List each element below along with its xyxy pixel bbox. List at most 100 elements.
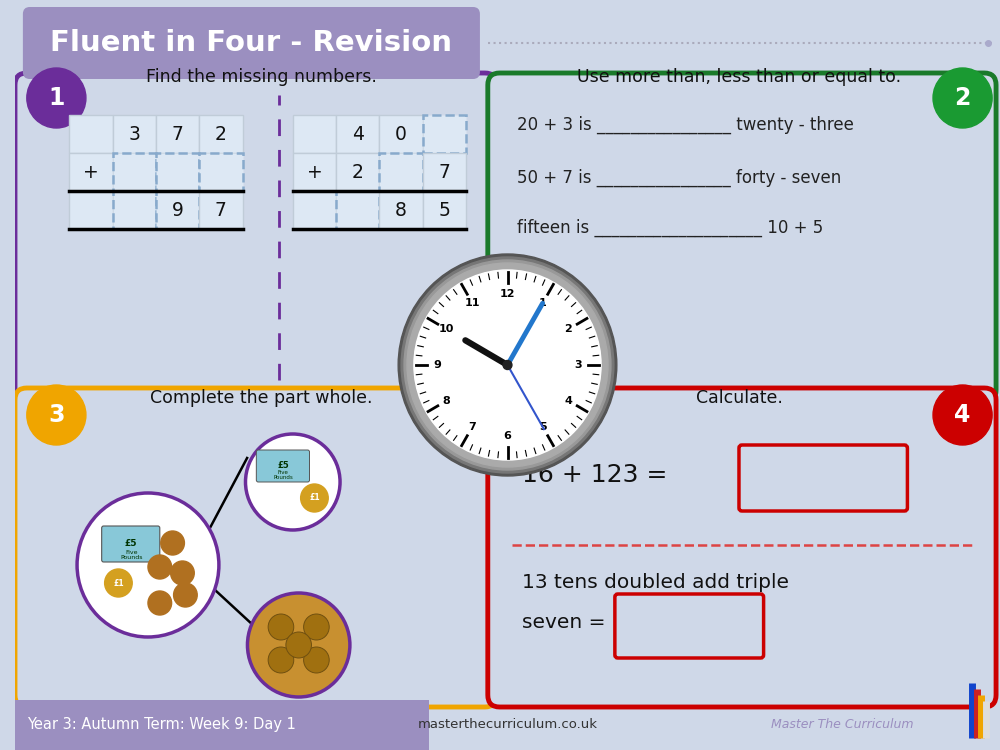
FancyBboxPatch shape [23, 7, 480, 79]
Text: masterthecurriculum.co.uk: masterthecurriculum.co.uk [418, 718, 598, 731]
Bar [379, 191, 423, 229]
Text: £5: £5 [277, 461, 289, 470]
Text: £1: £1 [309, 494, 320, 502]
Text: seven =: seven = [522, 613, 606, 632]
Bar [379, 115, 423, 153]
Text: 13 tens doubled add triple: 13 tens doubled add triple [522, 572, 789, 592]
Text: 2: 2 [564, 324, 572, 334]
Circle shape [401, 257, 614, 473]
Circle shape [301, 484, 328, 512]
Bar [69, 153, 113, 191]
Bar [336, 153, 379, 191]
Circle shape [286, 632, 311, 658]
Text: 1: 1 [48, 86, 65, 110]
Text: £5: £5 [125, 539, 137, 548]
FancyBboxPatch shape [488, 388, 996, 707]
Text: 3: 3 [48, 403, 65, 427]
Bar [336, 191, 379, 229]
Circle shape [398, 254, 617, 476]
Bar [69, 115, 113, 153]
Text: 0: 0 [395, 124, 407, 143]
Text: 16 + 123 =: 16 + 123 = [522, 463, 668, 487]
Bar [69, 191, 113, 229]
Circle shape [27, 68, 86, 128]
Bar [293, 115, 336, 153]
Text: 6: 6 [504, 431, 511, 441]
Bar [156, 153, 199, 191]
Text: Five
Pounds: Five Pounds [120, 550, 142, 560]
Circle shape [304, 647, 329, 673]
Bar [113, 115, 156, 153]
Bar [199, 115, 243, 153]
Text: 7: 7 [469, 422, 476, 432]
Circle shape [304, 614, 329, 640]
Text: 5: 5 [539, 422, 546, 432]
FancyBboxPatch shape [15, 388, 497, 707]
FancyBboxPatch shape [488, 73, 996, 402]
Circle shape [414, 270, 601, 460]
Circle shape [245, 434, 340, 530]
Text: 4: 4 [954, 403, 971, 427]
Text: 9: 9 [172, 200, 183, 220]
Text: 7: 7 [215, 200, 227, 220]
Text: 20 + 3 is ________________ twenty - three: 20 + 3 is ________________ twenty - thre… [517, 116, 854, 134]
Circle shape [27, 385, 86, 445]
Text: 3: 3 [574, 360, 581, 370]
Text: Find the missing numbers.: Find the missing numbers. [146, 68, 377, 86]
Bar [336, 115, 379, 153]
Text: 11: 11 [465, 298, 480, 308]
Text: +: + [83, 163, 99, 182]
Text: 5: 5 [439, 200, 450, 220]
Text: +: + [307, 163, 322, 182]
Text: 8: 8 [443, 395, 451, 406]
Bar [423, 153, 466, 191]
Text: 2: 2 [352, 163, 364, 182]
Text: Five
Pounds: Five Pounds [273, 470, 293, 481]
Text: Complete the part whole.: Complete the part whole. [150, 389, 372, 407]
Text: 1: 1 [539, 298, 546, 308]
Bar [379, 153, 423, 191]
Text: 7: 7 [439, 163, 450, 182]
Bar [423, 115, 466, 153]
Circle shape [407, 263, 608, 467]
Bar [113, 153, 156, 191]
Circle shape [933, 68, 992, 128]
Bar [423, 191, 466, 229]
FancyBboxPatch shape [15, 73, 497, 402]
Circle shape [105, 569, 132, 597]
Circle shape [933, 385, 992, 445]
FancyBboxPatch shape [615, 594, 764, 658]
Text: 50 + 7 is ________________ forty - seven: 50 + 7 is ________________ forty - seven [517, 169, 842, 188]
FancyBboxPatch shape [739, 445, 907, 511]
Bar [293, 191, 336, 229]
Text: 4: 4 [564, 395, 572, 406]
Circle shape [148, 591, 172, 615]
Text: Master The Curriculum: Master The Curriculum [771, 718, 914, 731]
Circle shape [77, 493, 219, 637]
Circle shape [161, 531, 184, 555]
Circle shape [171, 561, 194, 585]
Circle shape [268, 614, 294, 640]
Text: Year 3: Autumn Term: Week 9: Day 1: Year 3: Autumn Term: Week 9: Day 1 [27, 718, 296, 733]
Text: 2: 2 [954, 86, 971, 110]
Circle shape [268, 647, 294, 673]
Text: 7: 7 [172, 124, 183, 143]
Bar [199, 153, 243, 191]
Circle shape [247, 593, 350, 697]
Text: 12: 12 [500, 289, 515, 298]
Text: Calculate.: Calculate. [696, 389, 782, 407]
FancyBboxPatch shape [256, 450, 310, 482]
FancyBboxPatch shape [102, 526, 160, 562]
Bar [113, 191, 156, 229]
Circle shape [174, 583, 197, 607]
Bar [199, 191, 243, 229]
Text: 2: 2 [215, 124, 227, 143]
FancyBboxPatch shape [15, 700, 429, 750]
Text: 10: 10 [439, 324, 454, 334]
Circle shape [503, 361, 512, 370]
Bar [293, 153, 336, 191]
Text: £1: £1 [113, 578, 124, 587]
Bar [156, 115, 199, 153]
Circle shape [404, 260, 611, 470]
Circle shape [148, 555, 172, 579]
